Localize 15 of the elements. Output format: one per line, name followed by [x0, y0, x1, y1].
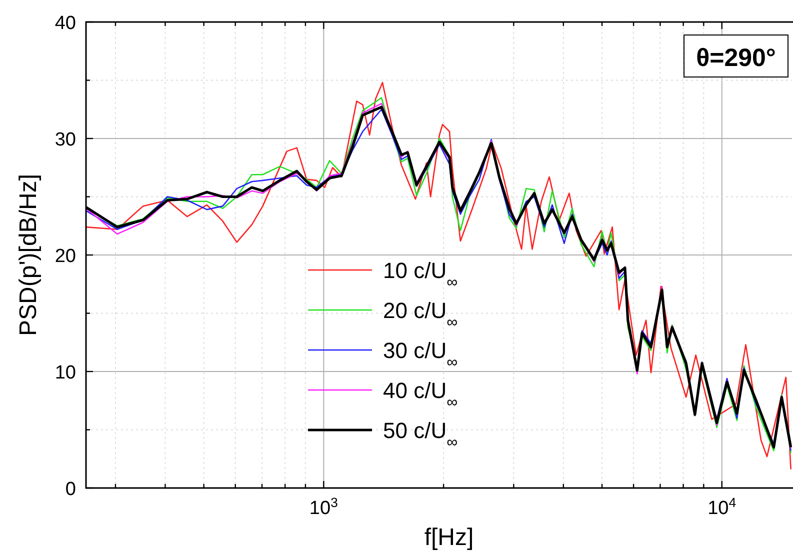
y-tick-label: 20 [54, 246, 76, 267]
legend-label: 20 c/U$_{∞}$ [383, 298, 458, 330]
annotation: θ=290° [696, 44, 776, 72]
x-tick-label: 10$^{3}$ [309, 494, 338, 519]
y-axis-title: PSD(p')[dB/Hz] [15, 174, 42, 336]
legend-label: 40 c/U$_{∞}$ [383, 378, 458, 410]
y-tick-label: 30 [54, 130, 76, 150]
legend-label: 30 c/U$_{∞}$ [383, 338, 458, 370]
y-tick-label: 40 [54, 13, 76, 34]
legend-label: 10 c/U$_{∞}$ [383, 258, 458, 290]
x-tick-label: 10$^{4}$ [708, 494, 736, 519]
legend-label: 50 c/U$_{∞}$ [383, 418, 458, 450]
x-axis-title: f[Hz] [424, 524, 474, 551]
y-tick-label: 0 [65, 479, 76, 500]
y-tick-label: 10 [54, 362, 76, 384]
